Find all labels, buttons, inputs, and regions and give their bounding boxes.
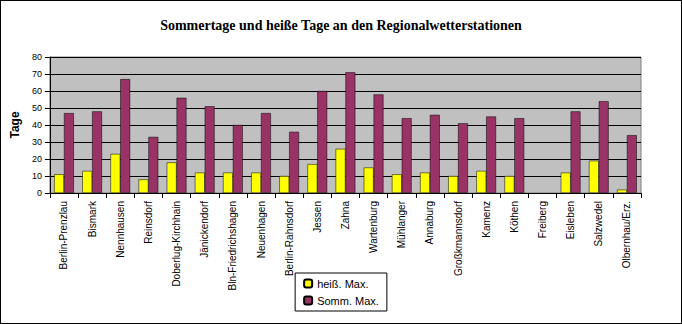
svg-text:Neuenhagen: Neuenhagen bbox=[256, 201, 267, 258]
svg-text:Berlin-Rahnsdorf: Berlin-Rahnsdorf bbox=[284, 201, 295, 276]
svg-text:Köthen: Köthen bbox=[509, 201, 520, 233]
svg-text:30: 30 bbox=[32, 137, 42, 147]
svg-text:80: 80 bbox=[32, 52, 42, 62]
svg-text:20: 20 bbox=[32, 154, 42, 164]
svg-text:10: 10 bbox=[32, 171, 42, 181]
svg-text:Nennhausen: Nennhausen bbox=[115, 201, 126, 258]
svg-text:60: 60 bbox=[32, 86, 42, 96]
svg-text:heiß. Max.: heiß. Max. bbox=[317, 278, 368, 290]
svg-text:Mühlanger: Mühlanger bbox=[396, 200, 407, 248]
svg-text:Freiberg: Freiberg bbox=[537, 201, 548, 238]
svg-text:Olbernhau/Erz.: Olbernhau/Erz. bbox=[621, 201, 632, 268]
svg-text:Salzwedel: Salzwedel bbox=[593, 201, 604, 247]
svg-text:Sommertage und heiße Tage an d: Sommertage und heiße Tage an den Regiona… bbox=[160, 18, 522, 33]
svg-text:Bismark: Bismark bbox=[87, 200, 98, 237]
svg-text:Jessen: Jessen bbox=[312, 201, 323, 233]
svg-text:Reinsdorf: Reinsdorf bbox=[143, 201, 154, 244]
svg-text:Doberlug-Kirchhain: Doberlug-Kirchhain bbox=[171, 201, 182, 287]
svg-text:40: 40 bbox=[32, 120, 42, 130]
svg-text:Eisleben: Eisleben bbox=[565, 201, 576, 239]
svg-text:70: 70 bbox=[32, 69, 42, 79]
svg-text:50: 50 bbox=[32, 103, 42, 113]
svg-text:Wartenburg: Wartenburg bbox=[368, 201, 379, 253]
svg-text:Tage: Tage bbox=[8, 111, 22, 138]
svg-text:0: 0 bbox=[37, 188, 42, 198]
svg-text:Berlin-Prenzlau: Berlin-Prenzlau bbox=[58, 201, 69, 269]
svg-text:Jänickendorf: Jänickendorf bbox=[199, 201, 210, 258]
svg-text:Annaburg: Annaburg bbox=[424, 201, 435, 244]
svg-text:Bln-Friedrichshagen: Bln-Friedrichshagen bbox=[227, 201, 238, 291]
svg-text:Somm. Max.: Somm. Max. bbox=[317, 295, 379, 307]
svg-text:Kamenz: Kamenz bbox=[481, 201, 492, 238]
svg-text:Großkmannsdorf: Großkmannsdorf bbox=[453, 201, 464, 276]
svg-text:Zahna: Zahna bbox=[340, 201, 351, 230]
